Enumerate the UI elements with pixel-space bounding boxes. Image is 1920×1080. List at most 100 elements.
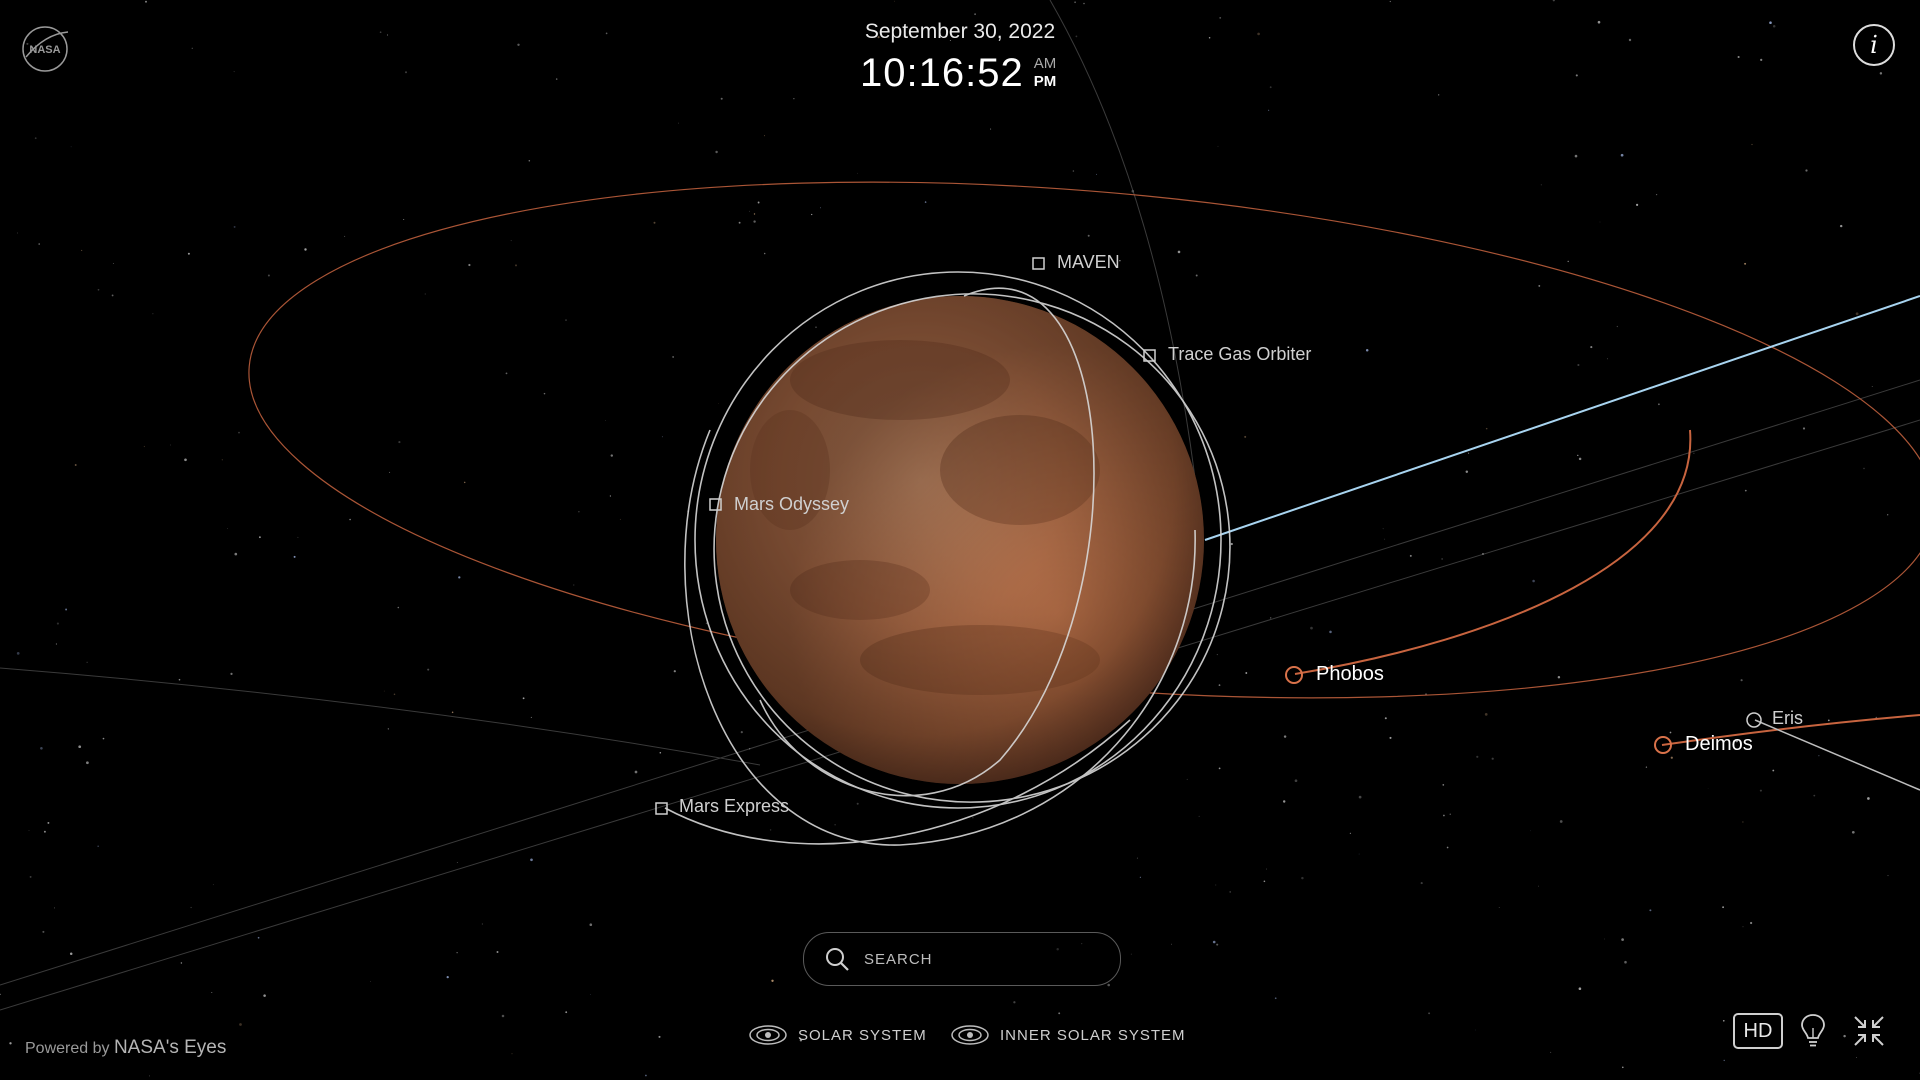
powered-by-text: Powered by [25,1040,110,1057]
deimos-marker-icon[interactable] [1654,736,1672,754]
star [1744,489,1747,492]
star [1567,260,1569,263]
label-eris[interactable]: Eris [1772,708,1803,728]
star [857,172,858,174]
star [510,240,512,242]
search-bar[interactable] [803,932,1121,986]
star [424,293,426,295]
star [1301,876,1304,880]
star [234,552,238,556]
star [1365,349,1369,352]
star [145,0,147,3]
star [653,221,656,224]
star [1540,184,1542,186]
star [1212,940,1216,944]
star [1384,717,1387,720]
star [1282,800,1286,803]
star [1257,32,1260,36]
star [97,288,100,291]
star [446,975,449,979]
nav-solar-system[interactable]: SOLAR SYSTEM [748,1020,927,1050]
am-label[interactable]: AM [1033,55,1057,72]
star [398,441,401,444]
star [1274,997,1277,1000]
info-button[interactable]: i [1853,24,1895,66]
nasa-logo-text: NASA [29,44,60,56]
label-deimos[interactable]: Deimos [1685,733,1753,755]
label-mars-odyssey[interactable]: Mars Odyssey [734,494,850,514]
powered-by[interactable]: Powered by NASA's Eyes [25,1037,226,1059]
star [1198,815,1200,817]
star [370,981,371,983]
nasa-logo-icon[interactable]: NASA [20,24,70,74]
star [610,454,613,457]
star [1491,757,1494,760]
star [387,728,389,730]
label-maven[interactable]: MAVEN [1057,252,1120,272]
star [1722,1019,1725,1022]
star [1599,221,1601,223]
star [720,97,723,100]
star [1577,454,1579,457]
pm-label[interactable]: PM [1033,73,1057,90]
star [184,458,187,462]
star [304,248,307,251]
star [511,1053,513,1055]
star [1443,814,1445,817]
exit-fullscreen-icon[interactable] [1852,1014,1886,1048]
eris-trail [1754,719,1920,791]
star [1195,274,1198,277]
star [1557,676,1561,679]
star [1428,1012,1431,1015]
star [1742,821,1744,823]
star [1621,938,1624,941]
star [297,536,299,538]
star [451,711,454,714]
star [38,243,41,245]
star [573,584,575,586]
phobos-marker-icon[interactable] [1285,666,1303,684]
star [463,481,466,484]
tgo-marker-icon[interactable] [1143,349,1156,362]
phobos-orbit [1294,429,1692,675]
label-trace-gas-orbiter[interactable]: Trace Gas Orbiter [1168,344,1312,364]
star [1186,778,1188,780]
star [190,906,192,909]
star [590,994,591,995]
star [1474,1029,1476,1031]
spacecraft-orbits [664,271,1231,846]
star [605,32,608,35]
star [1072,170,1075,172]
express-marker-icon[interactable] [655,802,668,815]
star [1409,554,1412,557]
star [221,459,223,461]
lighting-bulb-icon[interactable] [1798,1012,1828,1048]
star [1266,868,1267,870]
star [1215,884,1217,886]
label-mars-express[interactable]: Mars Express [679,796,790,816]
star [1604,938,1606,940]
star [749,210,750,212]
nav-inner-solar-system[interactable]: INNER SOLAR SYSTEM [950,1020,1186,1050]
star [1484,713,1488,716]
star [1245,672,1248,674]
star [1772,25,1776,28]
star [1095,173,1098,175]
star [1744,262,1747,265]
maven-marker-icon[interactable] [1032,257,1045,270]
label-phobos[interactable]: Phobos [1316,663,1384,685]
star [834,824,836,826]
hd-toggle-button[interactable]: HD [1733,1013,1783,1049]
star [1229,891,1232,893]
star [1813,794,1816,797]
search-input[interactable] [862,949,1096,969]
eris-marker-icon[interactable] [1746,712,1762,728]
star [1107,983,1110,987]
hd-label: HD [1743,1019,1773,1042]
star [1827,719,1830,722]
star [1310,626,1313,630]
odyssey-marker-icon[interactable] [709,498,722,511]
star [1622,1066,1624,1069]
star [180,962,183,964]
